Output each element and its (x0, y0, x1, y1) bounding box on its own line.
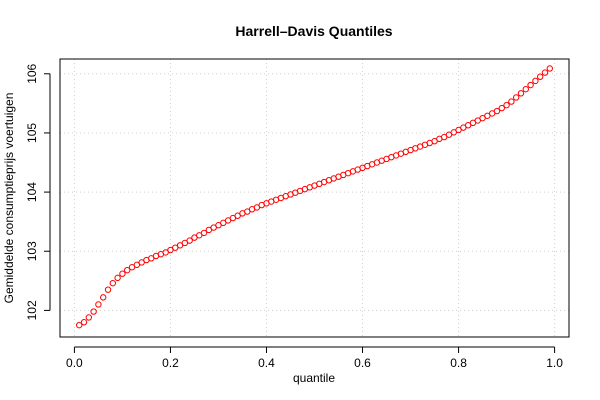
y-tick-label: 106 (25, 63, 39, 83)
chart-title: Harrell–Davis Quantiles (235, 23, 392, 39)
x-tick-label: 0.0 (66, 356, 83, 370)
data-point (80, 319, 88, 326)
plot-frame (59, 58, 570, 338)
data-point (200, 229, 208, 237)
y-axis: 102 103 104 105 106 (25, 63, 51, 320)
data-point (76, 321, 83, 329)
data-point (90, 308, 97, 315)
data-point (536, 73, 544, 80)
x-tick-label: 0.8 (450, 356, 467, 370)
grid (60, 59, 569, 337)
x-tick-label: 0.4 (258, 356, 275, 370)
x-tick-label: 1.0 (546, 356, 563, 370)
y-tick-label: 103 (25, 241, 39, 261)
x-axis-label: quantile (293, 371, 335, 385)
y-tick-label: 104 (25, 182, 39, 202)
data-point (104, 286, 112, 293)
y-axis-label: Gemiddelde consumptieprijs voertuigen (2, 93, 16, 304)
data-point (114, 274, 121, 282)
data-point (532, 77, 539, 85)
data-point (527, 81, 534, 89)
y-tick-label: 102 (25, 300, 39, 320)
data-point (186, 237, 193, 244)
data-point (508, 98, 515, 105)
data-point (498, 104, 505, 112)
data-point (119, 270, 126, 277)
data-point (124, 266, 131, 274)
data-point (493, 107, 501, 115)
data-point (546, 65, 553, 72)
data-point (95, 301, 102, 308)
data-point (85, 314, 93, 321)
x-axis: 0.0 0.2 0.4 0.6 0.8 1.0 (66, 346, 563, 370)
data-point (109, 279, 117, 287)
x-tick-label: 0.2 (162, 356, 179, 370)
data-point (541, 69, 549, 76)
x-tick-label: 0.6 (354, 356, 371, 370)
data-point (100, 294, 107, 301)
y-tick-label: 105 (25, 123, 39, 143)
data-point (512, 94, 520, 101)
data-point (503, 101, 510, 109)
data-point (522, 85, 529, 93)
data-point (517, 90, 525, 97)
data-points (76, 65, 553, 329)
